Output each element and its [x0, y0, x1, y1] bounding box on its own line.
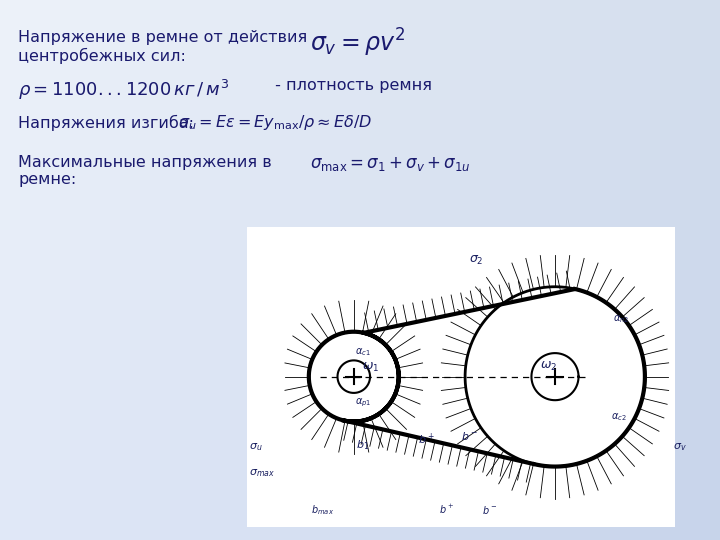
Text: $\sigma_2$: $\sigma_2$ [469, 254, 484, 267]
Text: $b^+$: $b^+$ [439, 503, 454, 516]
Text: Напряжение в ремне от действия: Напряжение в ремне от действия [18, 30, 307, 45]
Text: $b_{max}$: $b_{max}$ [311, 504, 334, 517]
Text: $\alpha_{c1}$: $\alpha_{c1}$ [355, 346, 370, 358]
Text: $\omega_1$: $\omega_1$ [362, 361, 379, 374]
Text: $\sigma_u = E\varepsilon = Ey_{\rm max}/\rho \approx E\delta/D$: $\sigma_u = E\varepsilon = Ey_{\rm max}/… [178, 113, 372, 132]
Text: $\alpha_{p1}$: $\alpha_{p1}$ [355, 397, 371, 409]
Text: $\sigma_v$: $\sigma_v$ [672, 441, 686, 453]
Text: Напряжения изгиба:: Напряжения изгиба: [18, 115, 194, 131]
Text: ремне:: ремне: [18, 172, 76, 187]
Text: $\alpha_{c2}$: $\alpha_{c2}$ [611, 411, 626, 423]
Text: $\alpha_{n2}$: $\alpha_{n2}$ [613, 313, 629, 325]
Text: $b^+$: $b^+$ [418, 432, 435, 447]
Text: $\sigma_{\rm max} = \sigma_1 + \sigma_v + \sigma_{1u}$: $\sigma_{\rm max} = \sigma_1 + \sigma_v … [310, 155, 471, 173]
Text: $\rho = 1100...1200\,кг\,/\,м^3$: $\rho = 1100...1200\,кг\,/\,м^3$ [18, 78, 230, 102]
Text: $b^-$: $b^-$ [461, 430, 478, 442]
Text: центробежных сил:: центробежных сил: [18, 48, 186, 64]
Text: $b_1$: $b_1$ [356, 438, 369, 452]
Text: $\sigma_u$: $\sigma_u$ [249, 441, 263, 453]
Text: - плотность ремня: - плотность ремня [270, 78, 432, 93]
Text: Максимальные напряжения в: Максимальные напряжения в [18, 155, 271, 170]
Text: $\sigma_v = \rho v^2$: $\sigma_v = \rho v^2$ [310, 27, 405, 59]
Text: $\omega_2$: $\omega_2$ [540, 360, 557, 373]
Text: $b^-$: $b^-$ [482, 504, 498, 516]
Text: $\sigma_{max}$: $\sigma_{max}$ [249, 467, 275, 479]
